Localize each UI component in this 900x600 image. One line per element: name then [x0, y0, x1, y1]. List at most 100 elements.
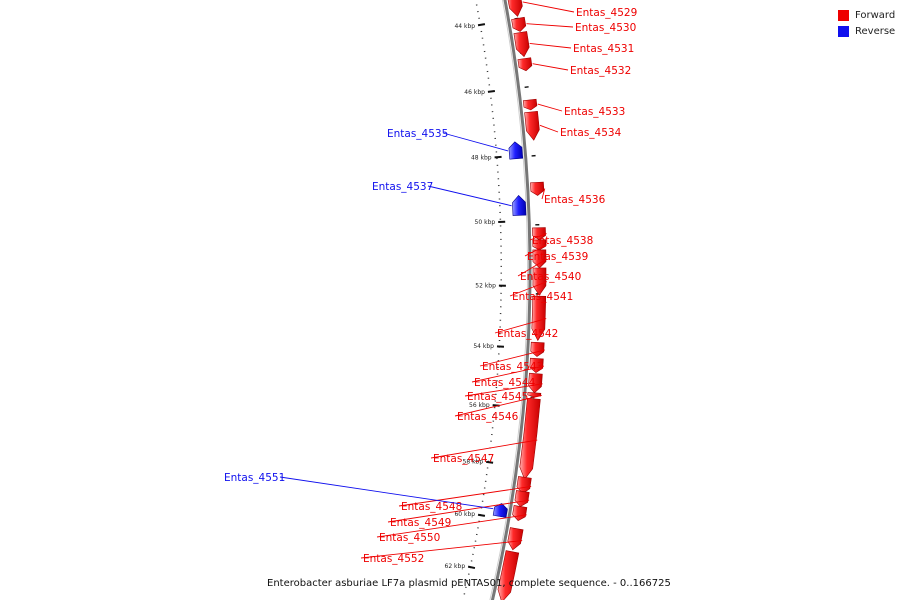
gene-label[interactable]: Entas_4547 — [433, 453, 494, 465]
gene-label[interactable]: Entas_4537 — [372, 181, 433, 193]
major-tick-mark — [477, 513, 486, 517]
forward-gene-arrow[interactable] — [507, 527, 524, 551]
label-leader-line — [398, 486, 532, 507]
gene-label[interactable]: Entas_4532 — [570, 65, 631, 77]
gene-label[interactable]: Entas_4546 — [457, 411, 519, 423]
scale-tick-label: 54 kbp — [473, 343, 494, 350]
label-leader-line — [387, 499, 530, 523]
gene-entas-4532[interactable] — [517, 57, 533, 72]
gene-entas-4547[interactable] — [519, 397, 541, 480]
gene-label[interactable]: Entas_4544 — [474, 377, 536, 389]
forward-gene-arrow[interactable] — [532, 267, 547, 296]
gene-entas-4541[interactable] — [532, 267, 547, 296]
gene-label[interactable]: Entas_4549 — [390, 517, 451, 529]
scale-tick-label: 60 kbp — [454, 511, 475, 518]
gene-entas-4531[interactable] — [513, 31, 530, 58]
scale-tick-label: 58 kbp — [463, 458, 484, 465]
gene-label[interactable]: Entas_4541 — [512, 291, 573, 303]
label-leader-line — [532, 63, 569, 71]
backbone-circle — [490, 0, 532, 600]
label-leader-line — [526, 23, 574, 28]
label-leader-line — [494, 318, 547, 334]
label-leader-line — [522, 1, 575, 13]
forward-gene-arrow[interactable] — [530, 181, 545, 196]
legend-item-reverse: Reverse — [838, 24, 895, 39]
forward-gene-arrow[interactable] — [497, 550, 520, 600]
legend-label: Reverse — [855, 26, 896, 37]
gene-label[interactable]: Entas_4545 — [467, 391, 528, 403]
gene-entas-4536[interactable] — [530, 181, 545, 196]
gene-labels: Entas_4529 Entas_4530 Entas_4531 Entas_4532… — [224, 1, 637, 565]
gene-entas-4540[interactable] — [532, 249, 547, 269]
gene-entas-4552[interactable] — [507, 527, 524, 551]
forward-swatch-icon — [838, 10, 849, 21]
label-leader-line — [454, 394, 542, 417]
label-leader-line — [360, 540, 523, 559]
gene-entas-4537[interactable] — [512, 195, 527, 216]
reverse-gene-arrow[interactable] — [508, 141, 524, 160]
gene-label[interactable]: Entas_4542 — [497, 328, 558, 340]
gene-label[interactable]: Entas_4529 — [576, 7, 637, 19]
forward-gene-arrow[interactable] — [524, 110, 540, 141]
gene-entas-4538[interactable] — [532, 227, 546, 241]
gene-label[interactable]: Entas_4552 — [363, 553, 424, 565]
strand-legend: Forward Reverse — [838, 8, 895, 40]
scale-ticks: 44 kbp 46 kbp 48 kbp 50 kbp 52 kbp 54 kbp 56 k… — [445, 4, 540, 595]
gene-label[interactable]: Entas_4534 — [560, 127, 622, 139]
gene-entas-4549[interactable] — [514, 490, 530, 507]
gene-label[interactable]: Entas_4548 — [401, 501, 462, 513]
gene-label[interactable]: Entas_4531 — [573, 43, 634, 55]
label-leader-line — [517, 258, 548, 277]
gene-label[interactable]: Entas_4551 — [224, 472, 285, 484]
gene-entas-4543[interactable] — [530, 341, 545, 357]
label-leader-line — [471, 365, 544, 383]
scale-tick-label: 52 kbp — [475, 283, 496, 290]
gene-entas-4551[interactable] — [492, 503, 508, 518]
forward-gene-arrow[interactable] — [516, 476, 532, 494]
forward-gene-arrow[interactable] — [532, 227, 546, 241]
label-leader-line — [529, 233, 547, 241]
forward-gene-arrow[interactable] — [529, 357, 544, 374]
gene-entas-4550[interactable] — [512, 505, 528, 521]
scale-tick-label: 46 kbp — [464, 89, 485, 96]
forward-gene-arrow[interactable] — [531, 295, 547, 342]
forward-gene-arrow[interactable] — [513, 31, 530, 58]
gene-entas-4533[interactable] — [522, 98, 538, 111]
forward-gene-arrow[interactable] — [512, 505, 528, 521]
reverse-gene-arrow[interactable] — [492, 503, 508, 518]
gene-label[interactable]: Entas_4550 — [379, 532, 440, 544]
gene-label[interactable]: Entas_4538 — [532, 235, 593, 247]
gene-label[interactable]: Entas_4539 — [527, 251, 588, 263]
forward-gene-arrow[interactable] — [530, 341, 545, 357]
gene-label[interactable]: Entas_4540 — [520, 271, 581, 283]
forward-gene-arrow[interactable] — [528, 372, 543, 394]
forward-gene-arrow[interactable] — [511, 16, 527, 32]
gene-entas-4530[interactable] — [511, 16, 527, 32]
gene-label[interactable]: Entas_4533 — [564, 106, 625, 118]
gene-entas-4548[interactable] — [516, 476, 532, 494]
forward-gene-arrow[interactable] — [514, 490, 530, 507]
gene-entas-4545[interactable] — [528, 372, 543, 394]
gene-entas-4542[interactable] — [531, 295, 547, 342]
forward-gene-arrow[interactable] — [519, 397, 541, 480]
forward-gene-arrow[interactable] — [522, 98, 538, 111]
gene-entas-4534[interactable] — [524, 110, 540, 141]
legend-label: Forward — [855, 10, 896, 21]
forward-gene-arrow[interactable] — [532, 249, 547, 269]
gene-label[interactable]: Entas_4535 — [387, 128, 448, 140]
label-leader-line — [524, 244, 547, 257]
reverse-gene-arrow[interactable] — [512, 195, 527, 216]
forward-gene-arrow[interactable] — [517, 57, 533, 72]
gene-entas-4535[interactable] — [508, 141, 524, 160]
forward-gene-arrow[interactable] — [506, 0, 523, 17]
gene-entas-4529[interactable] — [506, 0, 523, 17]
label-leader-line — [464, 383, 543, 397]
gene-label[interactable]: Entas_4543 — [482, 361, 543, 373]
gene-entas-4544[interactable] — [529, 357, 544, 374]
label-leader-line — [376, 514, 527, 538]
gene-label[interactable]: Entas_4536 — [544, 194, 606, 206]
forward-track-continuation — [497, 550, 520, 600]
gene-label[interactable]: Entas_4530 — [575, 22, 636, 34]
